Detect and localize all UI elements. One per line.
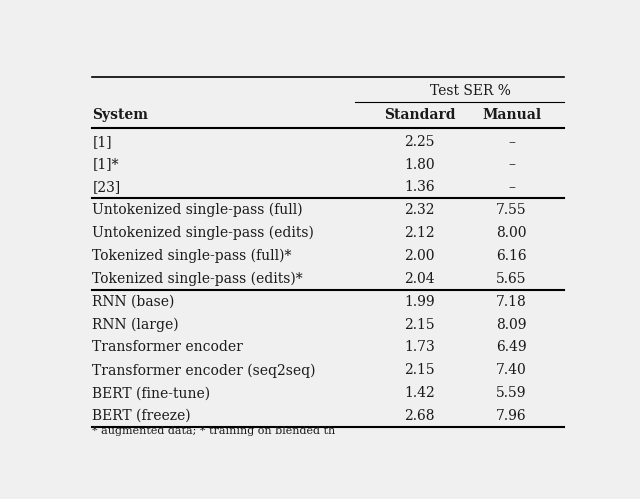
Text: 2.12: 2.12 [404, 226, 435, 240]
Text: Transformer encoder (seq2seq): Transformer encoder (seq2seq) [92, 363, 316, 378]
Text: RNN (large): RNN (large) [92, 317, 179, 332]
Text: Manual: Manual [482, 108, 541, 122]
Text: 7.96: 7.96 [496, 409, 527, 423]
Text: 2.25: 2.25 [404, 135, 435, 149]
Text: 6.49: 6.49 [496, 340, 527, 354]
Text: [1]: [1] [92, 135, 112, 149]
Text: 5.59: 5.59 [496, 386, 527, 400]
Text: –: – [508, 135, 515, 149]
Text: 1.36: 1.36 [404, 181, 435, 195]
Text: 1.80: 1.80 [404, 158, 435, 172]
Text: Tokenized single-pass (edits)*: Tokenized single-pass (edits)* [92, 271, 303, 286]
Text: BERT (freeze): BERT (freeze) [92, 409, 191, 423]
Text: 7.18: 7.18 [496, 295, 527, 309]
Text: 2.15: 2.15 [404, 363, 435, 377]
Text: Transformer encoder: Transformer encoder [92, 340, 243, 354]
Text: 1.99: 1.99 [404, 295, 435, 309]
Text: –: – [508, 158, 515, 172]
Text: BERT (fine-tune): BERT (fine-tune) [92, 386, 211, 400]
Text: RNN (base): RNN (base) [92, 295, 175, 309]
Text: 1.73: 1.73 [404, 340, 435, 354]
Text: 7.40: 7.40 [496, 363, 527, 377]
Text: 5.65: 5.65 [496, 272, 527, 286]
Text: Tokenized single-pass (full)*: Tokenized single-pass (full)* [92, 249, 292, 263]
Text: Test SER %: Test SER % [430, 84, 511, 98]
Text: –: – [508, 181, 515, 195]
Text: 8.00: 8.00 [496, 226, 527, 240]
Text: Untokenized single-pass (full): Untokenized single-pass (full) [92, 203, 303, 218]
Text: 6.16: 6.16 [496, 249, 527, 263]
Text: 7.55: 7.55 [496, 203, 527, 217]
Text: 2.15: 2.15 [404, 317, 435, 332]
Text: 2.00: 2.00 [404, 249, 435, 263]
Text: 2.68: 2.68 [404, 409, 435, 423]
Text: 2.04: 2.04 [404, 272, 435, 286]
Text: 2.32: 2.32 [404, 203, 435, 217]
Text: [1]*: [1]* [92, 158, 119, 172]
Text: [23]: [23] [92, 181, 121, 195]
Text: 8.09: 8.09 [496, 317, 527, 332]
Text: Standard: Standard [384, 108, 456, 122]
Text: System: System [92, 108, 148, 122]
Text: Untokenized single-pass (edits): Untokenized single-pass (edits) [92, 226, 314, 241]
Text: * augmented data; * training on blended th: * augmented data; * training on blended … [92, 426, 335, 436]
Text: 1.42: 1.42 [404, 386, 435, 400]
